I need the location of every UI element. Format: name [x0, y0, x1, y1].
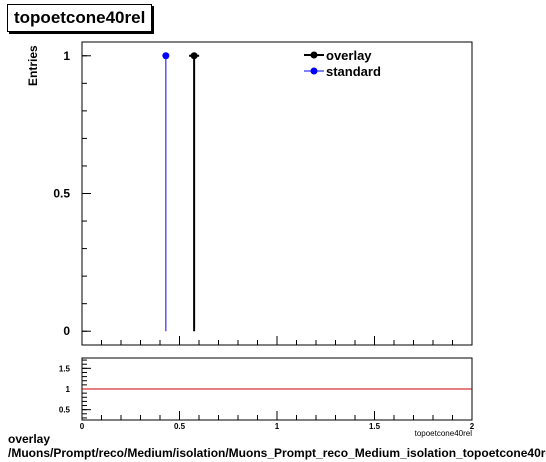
ratio-y-tick-label: 1: [66, 385, 71, 394]
y-tick-label: 0.5: [53, 187, 70, 201]
footer-caption: overlay /Muons/Prompt/reco/Medium/isolat…: [8, 432, 546, 460]
ratio-y-tick-label: 1.5: [59, 364, 71, 373]
standard-point: [162, 52, 170, 60]
x-axis-label: topoetcone40rel: [415, 429, 473, 438]
overlay-point: [190, 52, 198, 60]
main-axis-ticks: 00.51: [53, 49, 473, 345]
main-plot-frame: [81, 41, 473, 346]
legend-label-overlay: overlay: [326, 48, 372, 63]
main-plot-marks: [162, 52, 200, 332]
ratio-axis-ticks: 0.5 1 1.5 0 0.5 1 1.5 2: [59, 359, 475, 431]
ratio-x-tick-label: 1.5: [369, 422, 381, 431]
legend-label-standard: standard: [326, 64, 381, 79]
ratio-x-tick-label: 1: [275, 422, 280, 431]
legend-marker-standard: [310, 67, 318, 75]
chart-title: topoetcone40rel: [7, 4, 153, 32]
footer-line-1: overlay: [8, 432, 51, 446]
y-tick-label: 0: [63, 324, 70, 338]
legend-marker-overlay: [310, 51, 318, 59]
ratio-x-tick-label: 0.5: [174, 422, 186, 431]
y-axis-label: Entries: [26, 45, 40, 86]
ratio-x-tick-label: 2: [470, 422, 475, 431]
ratio-x-tick-label: 0: [80, 422, 85, 431]
ratio-y-tick-label: 0.5: [59, 406, 71, 415]
footer-line-2: /Muons/Prompt/reco/Medium/isolation/Muon…: [8, 446, 546, 460]
y-tick-label: 1: [63, 49, 70, 63]
